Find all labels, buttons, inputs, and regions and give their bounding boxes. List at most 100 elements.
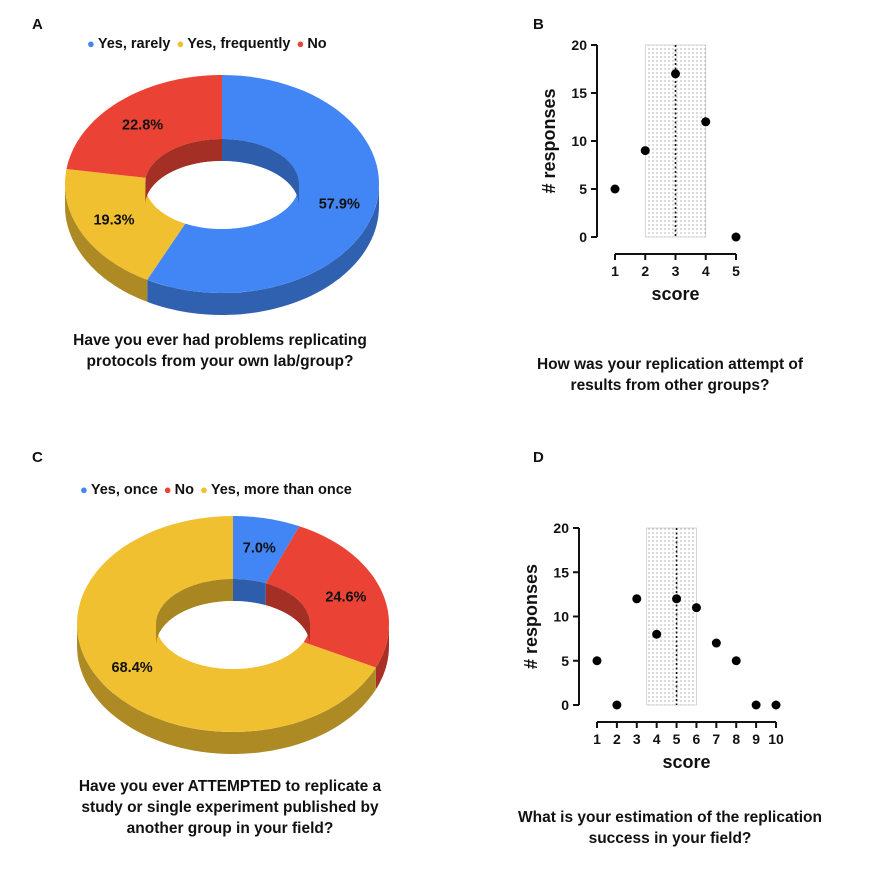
slice-value-label: 7.0% xyxy=(243,540,276,556)
x-tick-label: 4 xyxy=(653,731,661,747)
legend-c: ● Yes, once ● No ● Yes, more than once xyxy=(80,482,358,498)
y-tick-label: 15 xyxy=(571,85,587,101)
legend-item-no: ● No xyxy=(164,482,194,498)
x-tick-label: 5 xyxy=(732,263,740,279)
y-tick-label: 15 xyxy=(553,564,569,580)
legend-label: Yes, frequently xyxy=(187,36,291,52)
shaded-range xyxy=(646,527,697,706)
donut-side-no xyxy=(375,624,389,690)
legend-label: No xyxy=(174,482,194,498)
data-point xyxy=(640,146,650,156)
donut-inner-wall-yes-rarely xyxy=(222,139,299,206)
question-a: Have you ever had problems replicating p… xyxy=(20,330,420,372)
legend-item-yes-more-than-once: ● Yes, more than once xyxy=(200,482,352,498)
legend-swatch: ● xyxy=(176,36,185,51)
slice-value-label: 22.8% xyxy=(122,117,163,133)
legend-item-yes-frequently: ● Yes, frequently xyxy=(176,36,290,52)
legend-swatch: ● xyxy=(87,36,95,51)
slice-value-label: 57.9% xyxy=(319,196,360,212)
data-point xyxy=(731,232,741,242)
question-b-line: results from other groups? xyxy=(570,377,770,394)
y-tick-label: 5 xyxy=(561,653,569,669)
y-axis-title: # responses xyxy=(539,88,559,193)
donut-inner-wall-no xyxy=(145,139,222,200)
data-point xyxy=(751,700,761,710)
donut-side-yes-frequently xyxy=(65,184,148,302)
question-c-line: another group in your field? xyxy=(126,820,334,837)
data-point xyxy=(731,656,741,666)
legend-a: ● Yes, rarely ● Yes, frequently ● No xyxy=(87,36,333,52)
x-axis-title: score xyxy=(651,284,699,304)
data-point xyxy=(701,117,711,127)
slice-value-label: 19.3% xyxy=(93,213,134,229)
legend-item-yes-rarely: ● Yes, rarely xyxy=(87,36,170,52)
y-tick-label: 5 xyxy=(579,181,587,197)
y-tick-label: 0 xyxy=(579,229,587,245)
y-tick-label: 10 xyxy=(553,609,569,625)
data-point xyxy=(612,700,622,710)
x-tick-label: 3 xyxy=(633,731,641,747)
question-a-line: protocols from your own lab/group? xyxy=(86,353,354,370)
legend-swatch: ● xyxy=(163,482,172,497)
question-d: What is your estimation of the replicati… xyxy=(460,807,880,849)
data-point xyxy=(771,700,781,710)
y-tick-label: 10 xyxy=(571,133,587,149)
y-tick-label: 20 xyxy=(571,37,587,53)
x-tick-label: 2 xyxy=(641,263,649,279)
legend-label: Yes, more than once xyxy=(210,482,352,498)
question-c-line: study or single experiment published by xyxy=(81,799,379,816)
x-axis-title: score xyxy=(662,752,710,772)
data-point xyxy=(711,638,721,648)
slice-value-label: 68.4% xyxy=(112,660,153,676)
legend-swatch: ● xyxy=(80,482,88,497)
donut-slice-yes-more-than-once xyxy=(77,516,376,732)
x-tick-label: 5 xyxy=(673,731,681,747)
legend-label: Yes, once xyxy=(90,482,158,498)
y-axis-title: # responses xyxy=(521,564,541,669)
panel-label-d: D xyxy=(533,449,544,466)
y-tick-label: 20 xyxy=(553,520,569,536)
data-point xyxy=(671,69,680,79)
donut-inner-wall-yes-frequently xyxy=(145,177,146,206)
legend-swatch: ● xyxy=(199,482,208,497)
question-d-line: What is your estimation of the replicati… xyxy=(517,809,822,826)
data-point xyxy=(672,594,682,604)
legend-item-no: ● No xyxy=(296,36,326,52)
data-point xyxy=(652,629,662,639)
donut-inner-wall-yes-once xyxy=(233,579,266,606)
donut-slice-yes-rarely xyxy=(147,75,379,293)
legend-swatch: ● xyxy=(296,36,305,51)
question-c: Have you ever ATTEMPTED to replicate a s… xyxy=(20,776,440,839)
legend-label: No xyxy=(307,36,327,52)
question-b: How was your replication attempt of resu… xyxy=(470,354,870,396)
x-tick-label: 4 xyxy=(702,263,710,279)
data-point xyxy=(632,594,642,604)
x-tick-label: 10 xyxy=(768,731,784,747)
x-tick-label: 9 xyxy=(752,731,760,747)
donut-side-yes-more-than-once xyxy=(77,624,376,754)
data-point xyxy=(592,656,602,666)
question-c-line: Have you ever ATTEMPTED to replicate a xyxy=(78,778,382,795)
donut-slice-yes-once xyxy=(233,516,300,584)
donut-slice-no xyxy=(265,526,389,668)
donut-side-yes-rarely xyxy=(147,184,379,315)
donut-inner-wall-yes-more-than-once xyxy=(156,579,233,646)
data-point xyxy=(610,184,620,194)
panel-label-c: C xyxy=(32,449,43,466)
panel-label-b: B xyxy=(533,16,544,33)
donut-inner-wall-no xyxy=(265,583,310,646)
question-a-line: Have you ever had problems replicating xyxy=(73,332,367,349)
x-tick-label: 6 xyxy=(693,731,701,747)
question-d-line: success in your field? xyxy=(588,830,752,847)
x-tick-label: 8 xyxy=(732,731,740,747)
x-tick-label: 1 xyxy=(611,263,619,279)
legend-item-yes-once: ● Yes, once xyxy=(80,482,158,498)
panel-label-a: A xyxy=(32,16,43,33)
donut-slice-no xyxy=(66,75,222,178)
y-tick-label: 0 xyxy=(561,697,569,713)
data-point xyxy=(691,603,701,613)
x-tick-label: 3 xyxy=(672,263,680,279)
